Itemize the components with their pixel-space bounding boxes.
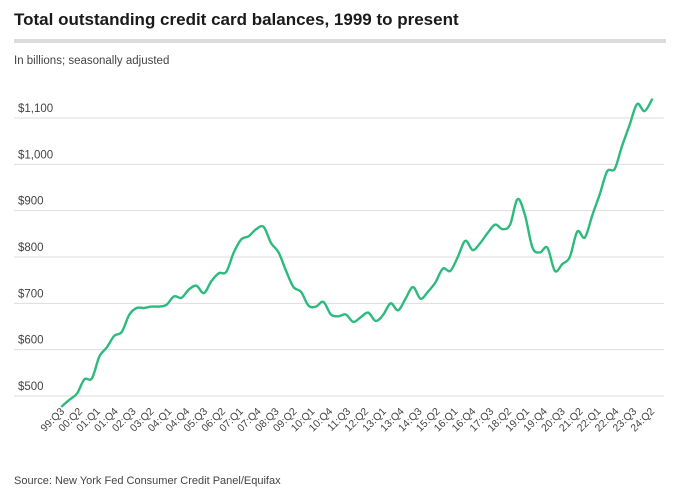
title-divider — [14, 39, 666, 43]
y-tick-label: $900 — [18, 196, 44, 208]
source-note: Source: New York Fed Consumer Credit Pan… — [14, 475, 281, 487]
y-tick-label: $600 — [18, 335, 44, 347]
series-line — [60, 98, 654, 408]
y-axis-labels: $500 $600 $700 $800 $900 $1,000 $1,100 — [18, 103, 53, 393]
gridlines — [14, 117, 664, 397]
y-tick-label: $500 — [18, 381, 44, 393]
y-tick-label: $700 — [18, 288, 44, 300]
series-layer — [60, 98, 654, 408]
chart-subtitle: In billions; seasonally adjusted — [14, 55, 170, 67]
x-axis-labels: 99:Q300:Q201:Q101:Q402:Q303:Q204:Q104:Q4… — [38, 406, 657, 435]
y-tick-label: $1,000 — [18, 149, 53, 161]
y-tick-label: $1,100 — [18, 103, 53, 115]
y-tick-label: $800 — [18, 242, 44, 254]
chart-title: Total outstanding credit card balances, … — [14, 10, 459, 29]
